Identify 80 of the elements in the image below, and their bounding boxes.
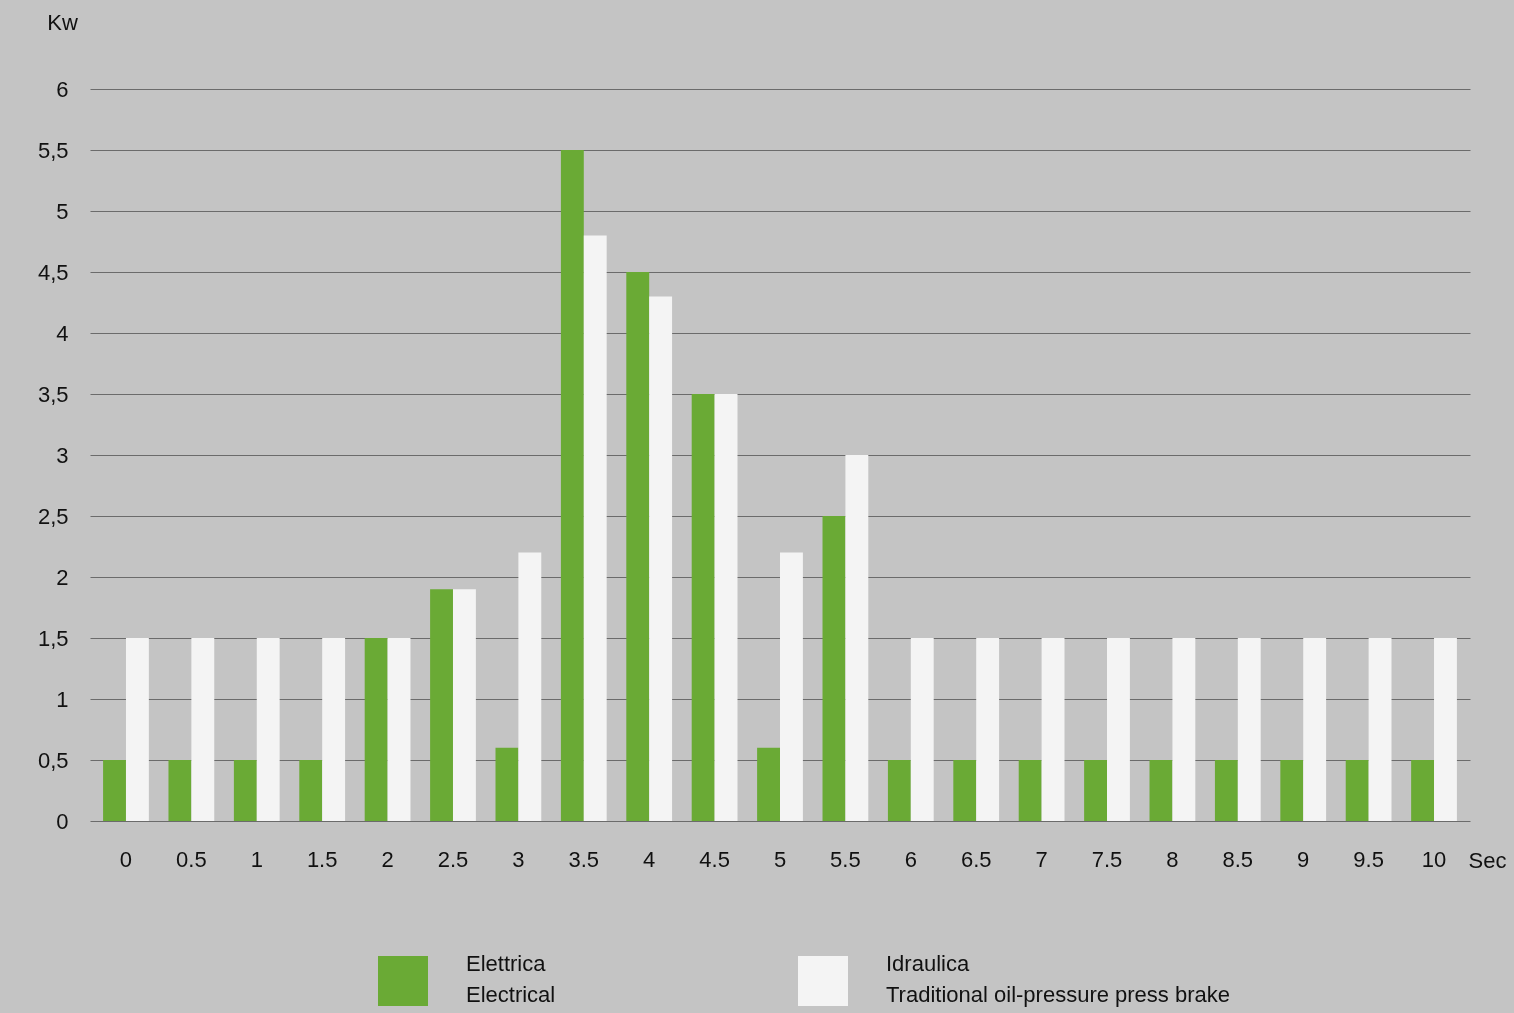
bar xyxy=(1237,638,1261,821)
bar xyxy=(953,760,977,821)
bar xyxy=(1149,760,1173,821)
x-tick-label: 9 xyxy=(1297,846,1310,872)
bar xyxy=(1041,638,1065,821)
y-tick-label: 1,5 xyxy=(37,625,69,651)
bar xyxy=(168,760,192,821)
y-tick-label: 5 xyxy=(56,198,69,224)
bar xyxy=(626,272,650,821)
y-tick-label: 2,5 xyxy=(37,503,69,529)
y-tick-label: 4 xyxy=(56,320,69,346)
x-tick-label: 5 xyxy=(773,846,787,872)
bar xyxy=(1303,638,1327,821)
bar xyxy=(887,760,911,821)
y-tick-label: 5,5 xyxy=(37,137,69,163)
x-tick-label: 2.5 xyxy=(437,846,469,872)
bar xyxy=(845,455,869,821)
y-tick-label: 3,5 xyxy=(37,381,69,407)
x-tick-label: 10 xyxy=(1421,846,1447,872)
bar xyxy=(191,638,215,821)
bar xyxy=(560,150,584,821)
x-tick-label: 7.5 xyxy=(1091,846,1123,872)
bar xyxy=(1411,760,1435,821)
y-tick-label: 6 xyxy=(56,76,69,102)
bar xyxy=(1345,760,1369,821)
bar xyxy=(1172,638,1196,821)
y-tick-label: 3 xyxy=(56,442,69,468)
x-tick-label: 6 xyxy=(904,846,917,872)
y-tick-label: 4,5 xyxy=(37,259,69,285)
bar xyxy=(822,516,846,821)
bar xyxy=(125,638,149,821)
bar xyxy=(1018,760,1042,821)
y-tick-label: 2 xyxy=(56,564,69,590)
bar xyxy=(103,760,126,821)
x-tick-label: 4.5 xyxy=(699,846,730,872)
x-tick-label: 3.5 xyxy=(568,846,600,872)
y-tick-label: 0,5 xyxy=(37,747,69,773)
x-tick-label: 4 xyxy=(643,846,656,872)
bar xyxy=(910,638,934,821)
bar xyxy=(1084,760,1108,821)
x-tick-label: 1 xyxy=(250,846,263,872)
x-tick-label: 8 xyxy=(1166,846,1179,872)
bar xyxy=(691,394,715,821)
bar xyxy=(364,638,388,821)
x-tick-label: 7 xyxy=(1035,846,1048,872)
bar xyxy=(430,589,453,821)
bar xyxy=(233,760,257,821)
bar xyxy=(495,747,519,821)
bar xyxy=(518,552,542,821)
bar xyxy=(387,638,411,821)
x-tick-label: 6.5 xyxy=(960,846,992,872)
x-tick-label: 5.5 xyxy=(830,846,861,872)
bar xyxy=(1434,638,1457,821)
x-tick-label: 9.5 xyxy=(1353,846,1384,872)
x-tick-label: 3 xyxy=(512,846,525,872)
x-tick-label: 0.5 xyxy=(176,846,207,872)
bar xyxy=(583,235,607,821)
bar xyxy=(452,589,476,821)
y-tick-label: 0 xyxy=(56,808,69,834)
bar xyxy=(976,638,1000,821)
bar xyxy=(780,552,803,821)
bar xyxy=(1368,638,1392,821)
bar xyxy=(649,296,673,821)
x-tick-label: 2 xyxy=(381,846,394,872)
y-axis-title: Kw xyxy=(47,9,78,35)
bar xyxy=(1214,760,1238,821)
x-tick-label: 1.5 xyxy=(306,846,338,872)
bar xyxy=(1280,760,1304,821)
legend-label: Idraulica Traditional oil-pressure press brake xyxy=(886,951,1230,1007)
legend-label: Elettrica Electrical xyxy=(466,951,556,1007)
bar xyxy=(256,638,280,821)
x-tick-label: 0 xyxy=(119,846,133,872)
y-tick-label: 1 xyxy=(56,686,69,712)
bar xyxy=(1107,638,1130,821)
bar xyxy=(714,394,738,821)
bar xyxy=(322,638,346,821)
bar xyxy=(299,760,323,821)
x-tick-label: 8.5 xyxy=(1222,846,1254,872)
bar xyxy=(757,747,780,821)
x-axis-title: Sec xyxy=(1468,847,1507,873)
